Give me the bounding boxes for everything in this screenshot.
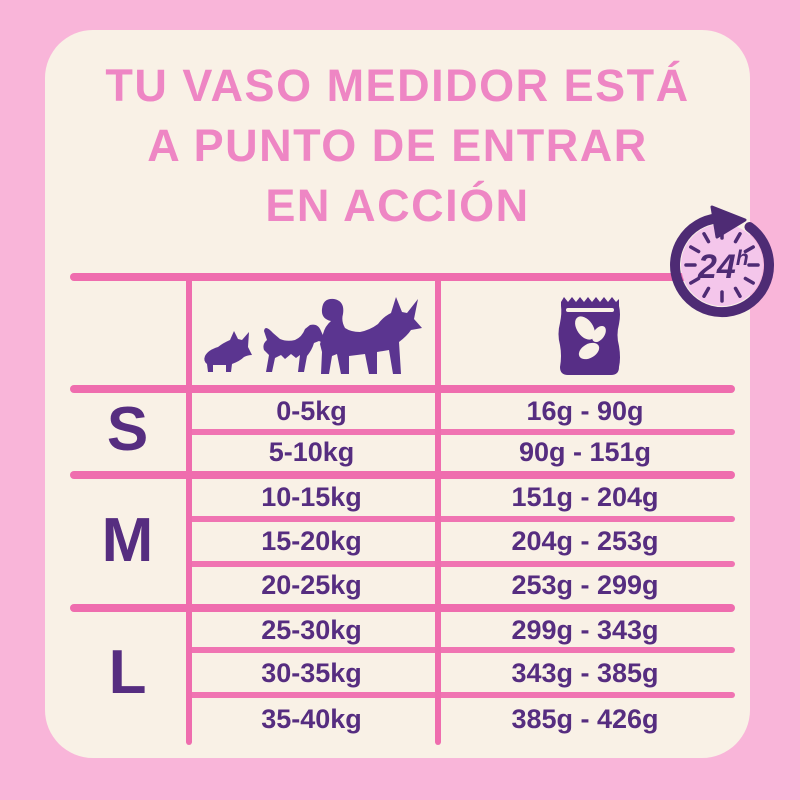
table-header-border	[70, 385, 735, 393]
content-panel	[45, 30, 750, 758]
column-divider-2	[435, 277, 441, 745]
amount-cell: 253g - 299g	[511, 569, 659, 600]
dog-sizes-icon	[204, 297, 422, 374]
size-label-l: L	[108, 637, 147, 707]
kibble-pieces	[575, 316, 606, 360]
title-line-1: TU VASO MEDIDOR ESTÁ	[105, 60, 690, 111]
table-row: 20-25kg 253g - 299g	[188, 565, 735, 605]
table-row: 10-15kg 151g - 204g	[188, 477, 735, 517]
table-row: 5-10kg 90g - 151g	[188, 432, 735, 472]
medium-dog-silhouette	[263, 324, 325, 372]
clock-arrow-arc	[670, 213, 775, 318]
weight-cell: 20-25kg	[261, 569, 362, 600]
24h-clock-icon: 24h	[670, 205, 775, 318]
table-row: 35-40kg 385g - 426g	[188, 699, 735, 739]
amount-cell: 151g - 204g	[511, 481, 659, 512]
small-dog-silhouette	[204, 331, 252, 372]
table-top-border	[70, 273, 735, 281]
section-divider-m-l	[70, 604, 735, 612]
row-divider	[188, 516, 735, 522]
section-divider-s-m	[70, 471, 735, 479]
clock-arrow-head	[710, 205, 747, 239]
weight-cell: 30-35kg	[261, 657, 362, 688]
page-title: TU VASO MEDIDOR ESTÁ A PUNTO DE ENTRAR E…	[45, 56, 750, 236]
table-row: 30-35kg 343g - 385g	[188, 653, 735, 693]
amount-cell: 204g - 253g	[511, 525, 659, 556]
title-line-3: EN ACCIÓN	[265, 180, 530, 231]
kibble-bag-icon	[558, 297, 620, 375]
weight-cell: 0-5kg	[276, 395, 347, 426]
row-divider	[188, 692, 735, 698]
table-row: 25-30kg 299g - 343g	[188, 610, 735, 650]
amount-cell: 299g - 343g	[511, 614, 659, 645]
row-divider	[188, 647, 735, 653]
bag-seal	[566, 308, 614, 312]
title-line-2: A PUNTO DE ENTRAR	[147, 120, 648, 171]
amount-cell: 90g - 151g	[518, 436, 652, 467]
weight-cell: 10-15kg	[261, 481, 362, 512]
weight-cell: 25-30kg	[261, 614, 362, 645]
weight-cell: 35-40kg	[261, 703, 362, 734]
table-row: 15-20kg 204g - 253g	[188, 521, 735, 561]
amount-cell: 343g - 385g	[511, 657, 659, 688]
large-dog-silhouette	[320, 297, 422, 374]
weight-cell: 5-10kg	[268, 436, 355, 467]
size-label-s: S	[106, 394, 149, 464]
table-row: 0-5kg 16g - 90g	[188, 391, 735, 431]
weight-cell: 15-20kg	[261, 525, 362, 556]
amount-cell: 385g - 426g	[511, 703, 659, 734]
amount-cell: 16g - 90g	[526, 395, 644, 426]
row-divider	[188, 429, 735, 435]
size-label-m: M	[101, 505, 154, 575]
row-divider	[188, 561, 735, 567]
column-divider-1	[186, 277, 192, 745]
clock-face	[681, 224, 763, 306]
badge-label: 24h	[697, 247, 749, 286]
